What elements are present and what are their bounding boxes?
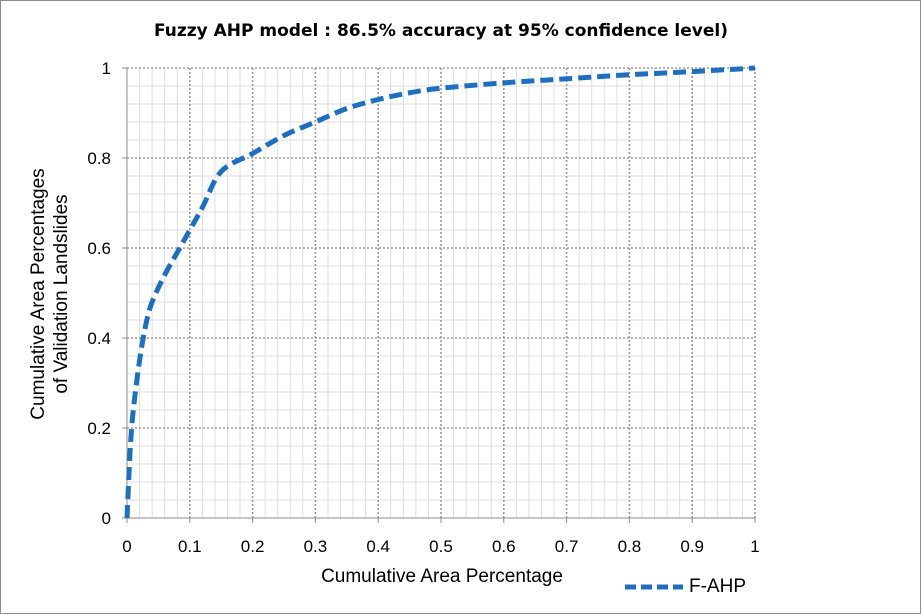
x-tick-label: 0.6 (492, 537, 516, 556)
x-tick-label: 0.9 (680, 537, 704, 556)
legend: F-AHP (625, 575, 746, 599)
x-tick-label: 0.8 (618, 537, 642, 556)
legend-swatch-f-ahp (625, 584, 683, 590)
x-tick-label: 0.1 (178, 537, 202, 556)
y-tick-label: 0.8 (87, 149, 111, 168)
y-tick-label: 0.2 (87, 419, 111, 438)
legend-label-f-ahp: F-AHP (689, 576, 746, 597)
x-tick-label: 0.7 (555, 537, 579, 556)
y-axis-label-line-1: Cumulative Area Percentages (28, 168, 49, 420)
y-axis-label: Cumulative Area Percentages of Validatio… (27, 124, 87, 464)
series-line-f-ahp (124, 65, 756, 519)
chart-title: Fuzzy AHP model : 86.5% accuracy at 95% … (153, 21, 728, 41)
tick-labels: 0 0.1 0.2 0.3 0.4 0.5 0.6 0.7 0.8 0.9 1 0 0.2 0.4 0.6 0… (87, 59, 759, 556)
y-axis-label-line-2: of Validation Landslides (51, 194, 72, 394)
x-tick-label: 0 (122, 537, 131, 556)
x-axis-label: Cumulative Area Percentage (321, 566, 563, 587)
x-tick-label: 1 (750, 537, 759, 556)
y-tick-label: 1 (102, 59, 111, 78)
x-tick-label: 0.4 (366, 537, 390, 556)
x-tick-label: 0.2 (241, 537, 265, 556)
major-gridlines (127, 67, 756, 518)
y-tick-label: 0.6 (87, 239, 111, 258)
x-tick-label: 0.5 (429, 537, 453, 556)
series-layer (124, 65, 756, 519)
axes (122, 67, 756, 523)
y-tick-label: 0.4 (87, 329, 111, 348)
y-tick-label: 0 (102, 509, 111, 528)
x-tick-label: 0.3 (304, 537, 328, 556)
